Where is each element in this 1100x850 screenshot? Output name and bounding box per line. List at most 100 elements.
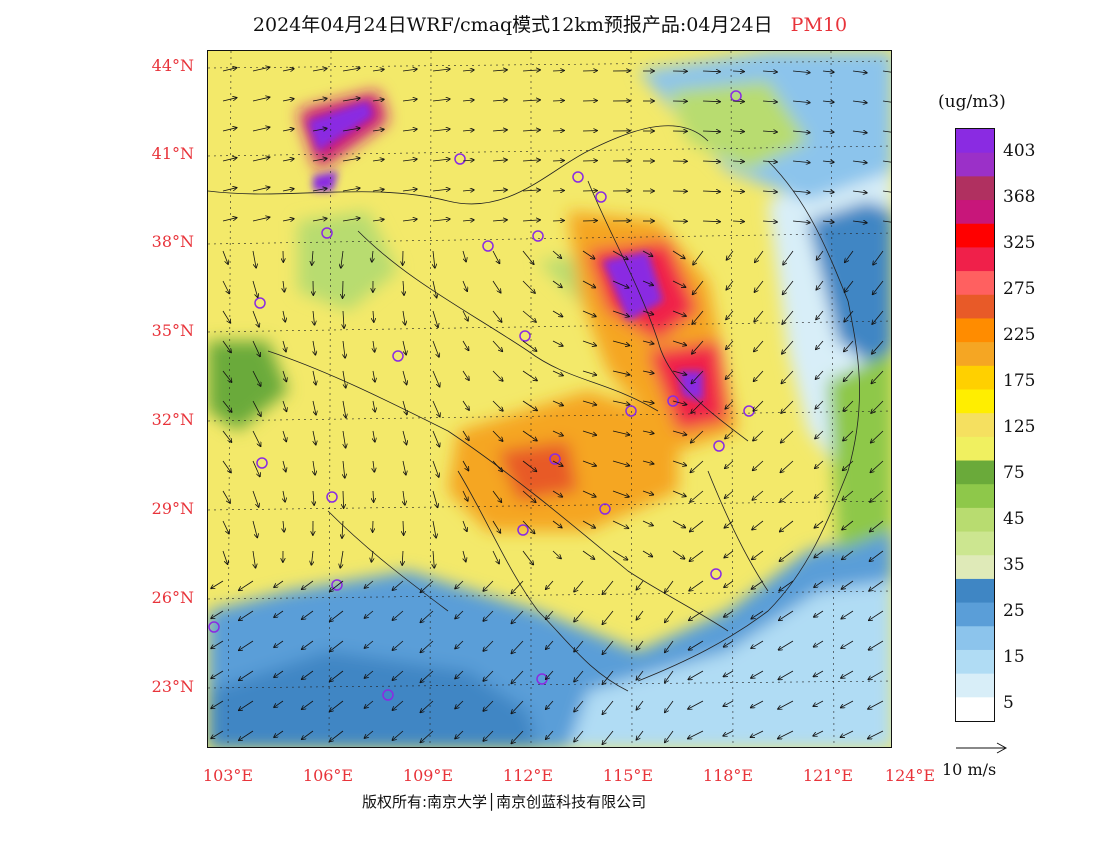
- wind-vector: [283, 280, 284, 292]
- wind-vector: [302, 580, 314, 589]
- wind-vector: [283, 310, 285, 322]
- wind-vector: [522, 520, 535, 533]
- wind-vector: [841, 670, 854, 678]
- wind-vector: [302, 670, 314, 679]
- wind-vector: [792, 221, 810, 223]
- lat-tick-label: 29°N: [151, 499, 194, 518]
- wind-vector: [546, 700, 554, 709]
- wind-vector: [343, 340, 345, 358]
- wind-vector: [852, 191, 867, 193]
- wind-vector: [816, 340, 824, 349]
- wind-vector: [252, 400, 261, 416]
- wind-vector: [222, 550, 228, 564]
- wind-vector: [274, 610, 284, 617]
- wind-vector: [815, 490, 824, 498]
- wind-vector: [844, 310, 854, 322]
- wind-vector: [492, 430, 503, 441]
- color-bar-swatch: [956, 436, 994, 462]
- color-bar-swatch: [956, 129, 994, 154]
- wind-vector: [636, 580, 644, 590]
- wind-vector: [420, 670, 434, 682]
- wind-vector: [642, 310, 653, 315]
- wind-vector: [330, 730, 344, 741]
- wind-vector: [552, 310, 563, 317]
- wind-vector: [813, 730, 824, 736]
- wind-vector: [725, 430, 734, 439]
- legend-label: 225: [1003, 325, 1036, 345]
- wind-vector: [282, 189, 294, 191]
- wind-vector: [702, 191, 720, 192]
- wind-vector: [822, 221, 834, 222]
- wind-vector: [462, 160, 474, 161]
- wind-vector: [816, 370, 824, 379]
- wind-vector: [724, 670, 734, 677]
- wind-vector: [312, 430, 316, 445]
- wind-vector: [252, 127, 270, 132]
- wind-vector: [372, 69, 384, 71]
- wind-vector: [612, 310, 629, 317]
- wind-vector: [842, 550, 854, 559]
- wind-vector: [239, 610, 254, 620]
- wind-vector: [870, 520, 884, 532]
- wind-vector: [211, 700, 224, 708]
- wind-vector: [691, 370, 704, 383]
- wind-vector: [642, 341, 654, 344]
- wind-vector: [725, 400, 734, 409]
- wind-vector: [373, 460, 374, 472]
- wind-vector: [313, 490, 314, 505]
- wind-vector: [754, 340, 764, 352]
- wind-vector: [483, 580, 494, 591]
- wind-vector: [492, 220, 507, 221]
- wind-vector: [845, 250, 854, 262]
- wind-vector: [313, 340, 315, 355]
- wind-vector: [312, 98, 327, 101]
- wind-vector: [642, 280, 653, 285]
- wind-vector: [342, 68, 360, 72]
- wind-vector: [779, 610, 794, 620]
- lon-tick-label: 115°E: [602, 766, 654, 785]
- wind-vector: [688, 700, 704, 709]
- wind-vector: [432, 219, 450, 221]
- wind-vector: [815, 430, 824, 439]
- wind-vector: [814, 640, 824, 647]
- wind-vector: [844, 340, 854, 352]
- wind-vector: [462, 520, 467, 531]
- wind-vector: [365, 670, 374, 678]
- wind-vector: [462, 70, 474, 71]
- wind-vector: [642, 550, 652, 557]
- wind-vector: [222, 460, 231, 473]
- wind-vector: [672, 310, 686, 316]
- wind-vector: [302, 730, 314, 739]
- wind-vector: [792, 191, 810, 193]
- color-bar-swatch: [956, 697, 994, 722]
- wind-vector: [574, 670, 584, 682]
- wind-vector: [778, 670, 794, 680]
- wind-vector: [762, 161, 777, 162]
- wind-vector: [283, 340, 286, 352]
- wind-vector: [462, 190, 474, 191]
- wind-vector: [868, 670, 884, 680]
- wind-vector: [311, 550, 313, 565]
- wind-vector: [636, 700, 644, 710]
- wind-vector: [302, 640, 314, 649]
- wind-vector: [690, 490, 704, 502]
- wind-vector: [282, 159, 294, 161]
- wind-vector: [552, 490, 562, 497]
- wind-vector: [546, 670, 554, 679]
- color-bar-swatch: [956, 389, 994, 414]
- wind-vector: [852, 131, 867, 133]
- wind-vector: [432, 280, 437, 298]
- wind-vector: [574, 580, 584, 592]
- wind-vector: [672, 550, 685, 559]
- wind-vector: [642, 431, 654, 433]
- wind-vector: [312, 400, 316, 415]
- wind-vector: [751, 610, 764, 619]
- wind-vector: [392, 610, 404, 620]
- wind-vector: [792, 131, 810, 133]
- wind-vector: [432, 460, 439, 477]
- color-bar-swatch: [956, 507, 994, 533]
- wind-vector: [462, 250, 466, 262]
- wind-vector: [822, 101, 834, 102]
- map-panel[interactable]: [207, 50, 892, 748]
- wind-vector: [211, 610, 224, 618]
